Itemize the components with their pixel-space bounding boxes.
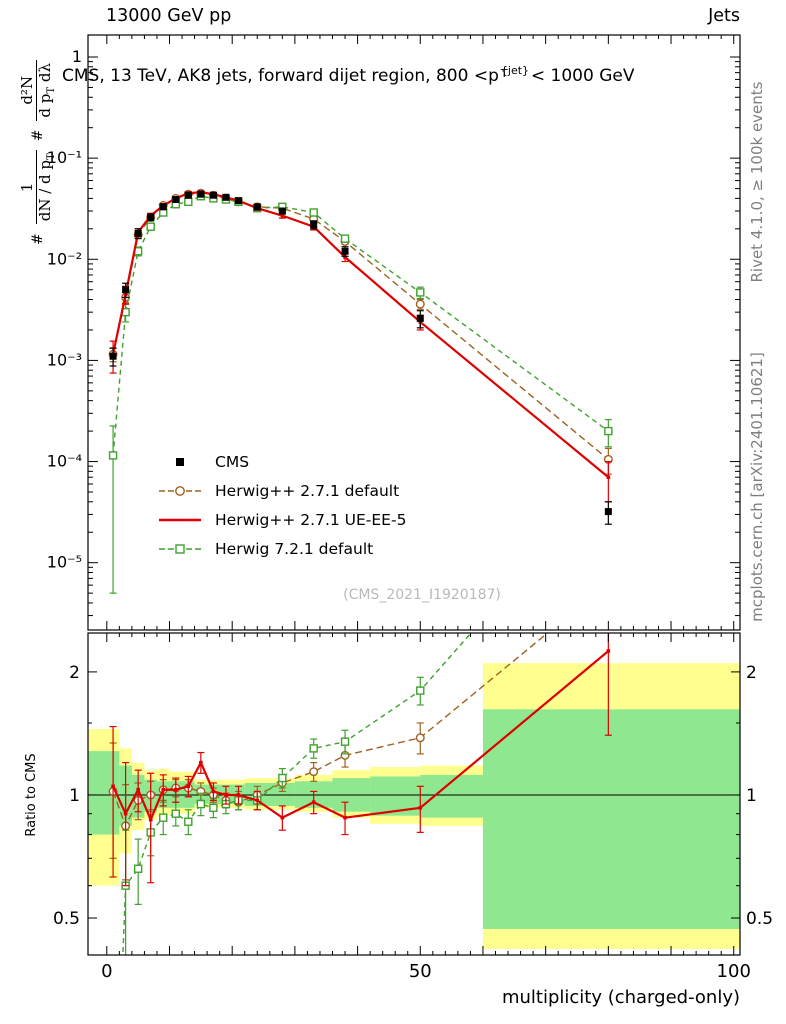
svg-text:0.5: 0.5	[746, 909, 773, 929]
svg-text:0.5: 0.5	[53, 909, 80, 929]
svg-text:10⁻²: 10⁻²	[47, 249, 82, 268]
svg-text:10⁻⁵: 10⁻⁵	[47, 553, 82, 572]
herwig-default-swatch-icon	[159, 485, 201, 496]
svg-text:10⁻³: 10⁻³	[47, 350, 82, 369]
legend-label-cms: CMS	[215, 452, 250, 471]
ylabel-frac2-numerator: d²N	[17, 75, 36, 105]
plot-title-suffix: < 1000 GeV	[530, 66, 635, 86]
pt-subscript: T	[500, 67, 508, 81]
herwig-ueee5-swatch-icon	[159, 518, 201, 521]
ylabel-frac2-denominator: d pT dλ	[35, 60, 58, 121]
legend-label-herwig-ueee5: Herwig++ 2.7.1 UE-EE-5	[215, 510, 407, 529]
ylabel-frac1-numerator: 1	[17, 182, 36, 193]
ratio-y-axis-label: Ratio to CMS	[24, 753, 39, 837]
ylabel-hash-2: #	[30, 129, 46, 142]
mcplots-arxiv-note: mcplots.cern.ch [arXiv:2401.10621]	[748, 352, 766, 622]
ylabel-fraction-1: 1 dN / d pT	[17, 150, 58, 225]
svg-text:2: 2	[746, 663, 757, 683]
svg-text:0: 0	[101, 961, 112, 982]
svg-text:100: 100	[717, 961, 751, 982]
herwig7-swatch-icon	[159, 543, 201, 554]
plot-title-prefix: CMS, 13 TeV, AK8 jets, forward dijet reg…	[62, 66, 499, 86]
legend: CMS Herwig++ 2.7.1 default Herwig++ 2.7.…	[157, 447, 406, 563]
x-axis-label: multiplicity (charged-only)	[501, 987, 740, 1008]
legend-item-herwig-default: Herwig++ 2.7.1 default	[157, 476, 406, 505]
pt-jet-scripts: {jet} T	[499, 64, 531, 81]
cms-marker-swatch-icon	[176, 457, 184, 466]
legend-label-herwig-default: Herwig++ 2.7.1 default	[215, 481, 400, 500]
legend-item-cms: CMS	[157, 447, 406, 476]
svg-text:1: 1	[746, 786, 757, 806]
svg-text:1: 1	[72, 47, 82, 66]
analysis-id-watermark: (CMS_2021_I1920187)	[343, 587, 501, 603]
analysis-group-label: Jets	[708, 6, 740, 26]
main-y-axis-label: # 1 dN / d pT # d²N d pT dλ	[8, 27, 68, 277]
ylabel-frac1-denominator: dN / d pT	[35, 150, 58, 225]
legend-item-herwig7: Herwig 7.2.1 default	[157, 534, 406, 563]
beam-energy-label: 13000 GeV pp	[106, 6, 232, 26]
svg-text:10⁻⁴: 10⁻⁴	[47, 452, 82, 471]
ylabel-hash-1: #	[30, 233, 46, 245]
legend-label-herwig7: Herwig 7.2.1 default	[215, 539, 374, 558]
svg-text:2: 2	[69, 663, 80, 683]
pt-jet-superscript: {jet}	[500, 64, 530, 78]
legend-item-herwig-ueee5: Herwig++ 2.7.1 UE-EE-5	[157, 505, 406, 534]
svg-text:50: 50	[409, 961, 432, 982]
svg-text:1: 1	[69, 786, 80, 806]
plot-title: CMS, 13 TeV, AK8 jets, forward dijet reg…	[62, 64, 634, 85]
rivet-version-note: Rivet 4.1.0, ≥ 100k events	[748, 81, 766, 283]
ylabel-fraction-2: d²N d pT dλ	[17, 60, 58, 121]
svg-text:10⁻¹: 10⁻¹	[47, 148, 82, 167]
